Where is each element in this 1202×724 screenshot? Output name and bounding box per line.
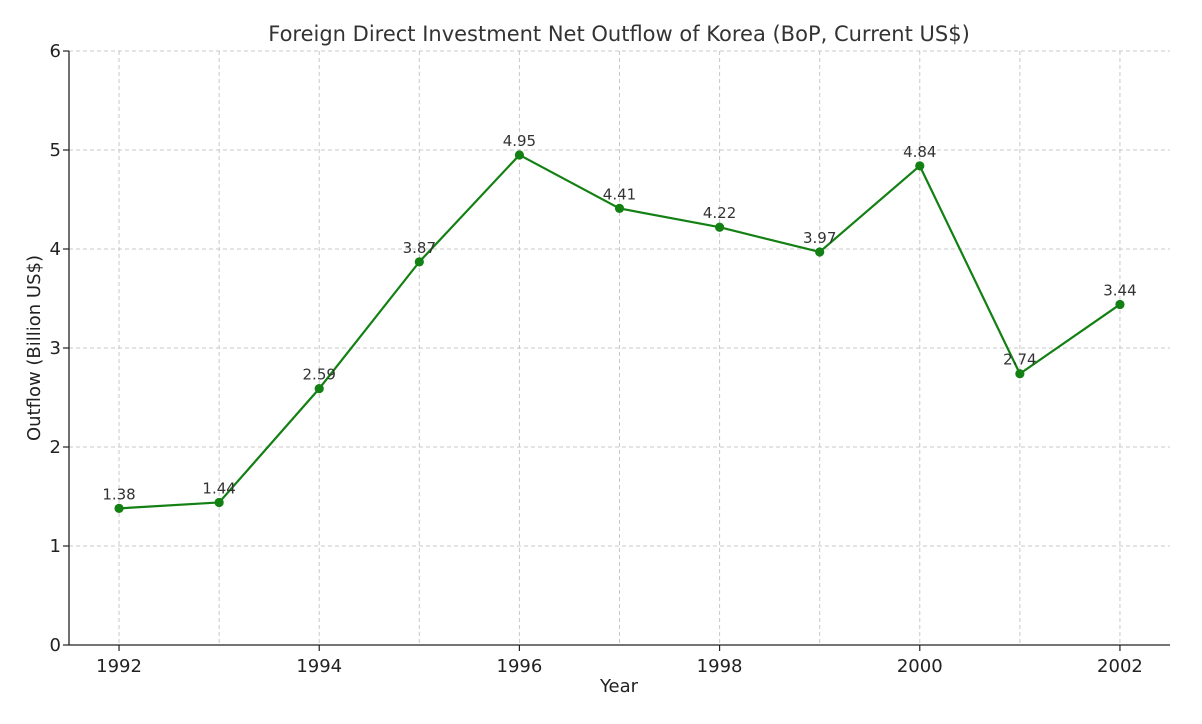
data-point	[1115, 299, 1125, 310]
y-tick-label: 1	[50, 536, 61, 557]
data-point	[815, 247, 825, 257]
data-label: 3.44	[1103, 281, 1136, 299]
series-line	[114, 150, 1125, 513]
y-axis-label: Outflow (Billion US$)	[24, 255, 45, 441]
y-tick-label: 2	[50, 437, 61, 458]
data-point	[314, 383, 324, 394]
data-point	[915, 161, 925, 171]
data-label: 4.84	[903, 143, 936, 161]
data-point	[414, 257, 424, 267]
data-point	[614, 203, 625, 214]
data-label: 3.97	[803, 229, 836, 247]
x-axis-label: Year	[599, 676, 639, 697]
x-tick-label: 1992	[96, 656, 142, 677]
tick-labels: 0 1 2 3 4 5 6 1992 1994 1996 1998 2000 2002	[50, 41, 1143, 677]
data-labels: 1.38 1.44 2.59 3.87 4.95 4.41 4.22 3.97 4.84 2.74…	[102, 132, 1136, 503]
data-label: 4.95	[503, 132, 536, 150]
y-tick-label: 4	[50, 239, 61, 260]
x-tick-label: 1996	[497, 656, 543, 677]
data-point	[1015, 369, 1025, 379]
data-label: 1.44	[202, 479, 235, 497]
y-tick-label: 3	[50, 338, 61, 359]
chart-title: Foreign Direct Investment Net Outflow of…	[268, 22, 970, 46]
data-label: 4.41	[603, 185, 636, 203]
data-point	[214, 497, 224, 508]
data-point	[514, 150, 525, 160]
data-label: 4.22	[703, 204, 736, 222]
data-point	[714, 222, 725, 232]
data-label: 2.74	[1003, 351, 1036, 369]
x-tick-label: 1998	[697, 656, 743, 677]
data-label: 3.87	[403, 239, 436, 257]
x-tick-label: 2002	[1097, 656, 1143, 677]
data-point	[114, 503, 124, 513]
y-tick-label: 5	[50, 140, 61, 161]
data-label: 2.59	[303, 366, 336, 384]
axes	[63, 50, 1170, 651]
y-tick-label: 6	[50, 41, 61, 62]
y-tick-label: 0	[50, 635, 61, 656]
gridlines	[69, 50, 1170, 645]
x-tick-label: 2000	[897, 656, 943, 677]
x-tick-label: 1994	[296, 656, 342, 677]
data-label: 1.38	[102, 485, 135, 503]
